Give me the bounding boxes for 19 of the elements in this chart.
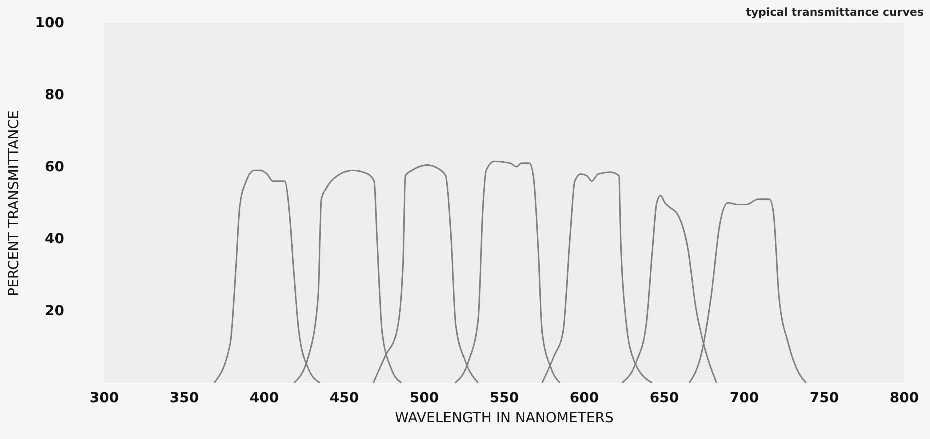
x-tick-label: 500 bbox=[410, 390, 440, 406]
x-tick-label: 600 bbox=[570, 390, 600, 406]
y-tick-label: 100 bbox=[35, 16, 65, 32]
x-tick-label: 350 bbox=[170, 390, 200, 406]
x-tick-label: 800 bbox=[890, 390, 920, 406]
x-tick-label: 700 bbox=[730, 390, 760, 406]
y-tick-label: 80 bbox=[45, 88, 65, 104]
y-tick-label: 40 bbox=[45, 232, 65, 248]
x-tick-label: 450 bbox=[330, 390, 360, 406]
x-axis-title: WAVELENGTH IN NANOMETERS bbox=[395, 410, 614, 426]
y-tick-label: 20 bbox=[45, 304, 65, 320]
x-tick-label: 550 bbox=[490, 390, 520, 406]
x-tick-label: 750 bbox=[810, 390, 840, 406]
text: typical transmittance curves bbox=[746, 6, 924, 19]
y-axis-title: PERCENT TRANSMITTANCE bbox=[6, 110, 22, 296]
y-tick-label: 60 bbox=[45, 160, 65, 176]
x-tick-label: 400 bbox=[250, 390, 280, 406]
x-tick-label: 300 bbox=[90, 390, 120, 406]
x-tick-label: 650 bbox=[650, 390, 680, 406]
